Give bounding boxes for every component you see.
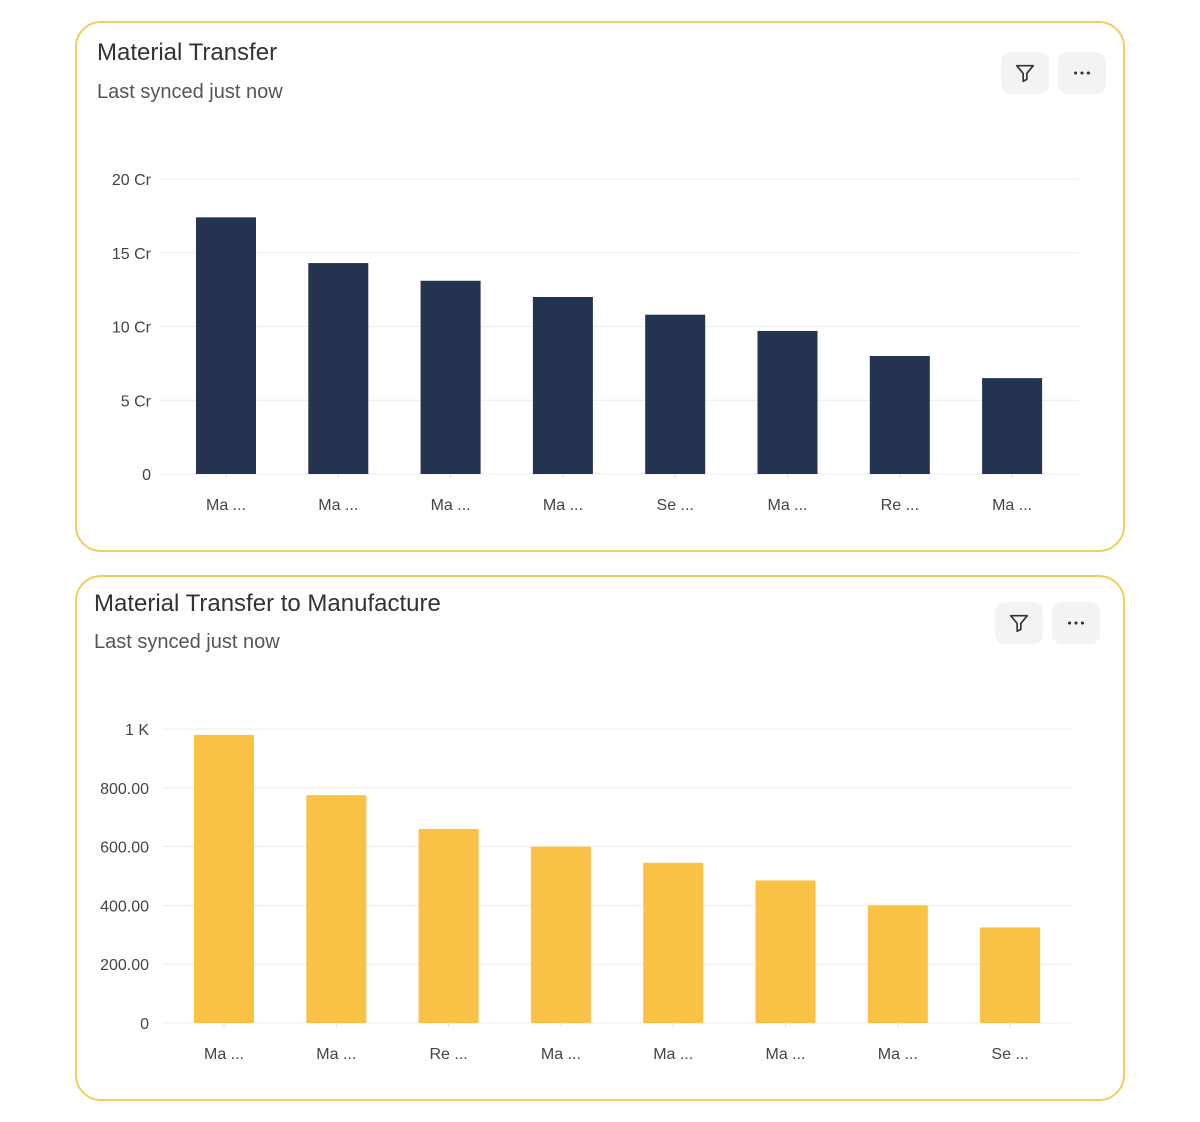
x-tick-label: Ma ... bbox=[767, 497, 807, 514]
x-tick-label: Ma ... bbox=[992, 497, 1032, 514]
y-tick-label: 800.00 bbox=[100, 781, 149, 798]
bar[interactable] bbox=[757, 330, 818, 474]
bar[interactable] bbox=[643, 862, 704, 1023]
x-tick-label: Ma ... bbox=[543, 497, 583, 514]
material-transfer-to-manufacture-card: Material Transfer to Manufacture Last sy… bbox=[75, 575, 1125, 1101]
bar[interactable] bbox=[867, 905, 928, 1023]
bar[interactable] bbox=[530, 846, 591, 1023]
y-tick-label: 200.00 bbox=[100, 957, 149, 974]
x-tick-label: Ma ... bbox=[431, 497, 471, 514]
x-tick-label: Se ... bbox=[991, 1046, 1028, 1063]
x-tick-label: Re ... bbox=[881, 497, 919, 514]
x-tick-label: Ma ... bbox=[878, 1046, 918, 1063]
more-options-button[interactable] bbox=[1058, 52, 1106, 94]
bar[interactable] bbox=[532, 297, 593, 474]
bar[interactable] bbox=[420, 280, 481, 474]
x-tick-label: Ma ... bbox=[206, 497, 246, 514]
bar[interactable] bbox=[306, 795, 367, 1023]
material-transfer-to-manufacture-chart: 0 200.00 400.00 600.00 800.00 1 K Ma ... Ma ...… bbox=[100, 722, 1073, 1063]
card-title: Material Transfer to Manufacture bbox=[94, 590, 441, 617]
more-options-button[interactable] bbox=[1052, 602, 1100, 644]
x-tick-label: Se ... bbox=[657, 497, 694, 514]
y-tick-label: 15 Cr bbox=[112, 246, 152, 263]
x-tick-label: Ma ... bbox=[318, 497, 358, 514]
y-tick-label: 400.00 bbox=[100, 898, 149, 915]
filter-icon bbox=[1009, 614, 1029, 633]
x-tick-label: Ma ... bbox=[765, 1046, 805, 1063]
material-transfer-chart: 0 5 Cr 10 Cr 15 Cr 20 Cr Ma ... Ma ... Ma ... Ma… bbox=[112, 172, 1079, 514]
bar[interactable] bbox=[980, 927, 1041, 1023]
bar[interactable] bbox=[196, 217, 256, 474]
bar[interactable] bbox=[194, 734, 254, 1023]
bar[interactable] bbox=[418, 828, 479, 1023]
filter-button[interactable] bbox=[995, 602, 1043, 644]
more-horizontal-icon bbox=[1074, 71, 1090, 75]
x-tick-label: Ma ... bbox=[204, 1046, 244, 1063]
x-tick-label: Re ... bbox=[429, 1046, 467, 1063]
bar[interactable] bbox=[755, 880, 816, 1023]
y-tick-label: 0 bbox=[142, 467, 151, 484]
more-horizontal-icon bbox=[1068, 621, 1084, 625]
y-tick-label: 1 K bbox=[125, 722, 149, 739]
bar[interactable] bbox=[982, 378, 1043, 474]
bar[interactable] bbox=[308, 263, 369, 474]
bar[interactable] bbox=[645, 314, 706, 474]
x-tick-label: Ma ... bbox=[541, 1046, 581, 1063]
y-tick-label: 5 Cr bbox=[121, 393, 152, 410]
material-transfer-card: Material Transfer Last synced just now 0… bbox=[75, 21, 1125, 552]
filter-button[interactable] bbox=[1001, 52, 1049, 94]
y-tick-label: 600.00 bbox=[100, 840, 149, 857]
card-title: Material Transfer bbox=[97, 39, 278, 66]
x-tick-label: Ma ... bbox=[653, 1046, 693, 1063]
y-tick-label: 0 bbox=[140, 1016, 149, 1033]
filter-icon bbox=[1015, 64, 1035, 83]
bar[interactable] bbox=[869, 356, 930, 474]
y-tick-label: 10 Cr bbox=[112, 320, 152, 337]
y-tick-label: 20 Cr bbox=[112, 172, 152, 189]
x-tick-label: Ma ... bbox=[316, 1046, 356, 1063]
sync-status: Last synced just now bbox=[94, 631, 280, 653]
sync-status: Last synced just now bbox=[97, 81, 283, 103]
